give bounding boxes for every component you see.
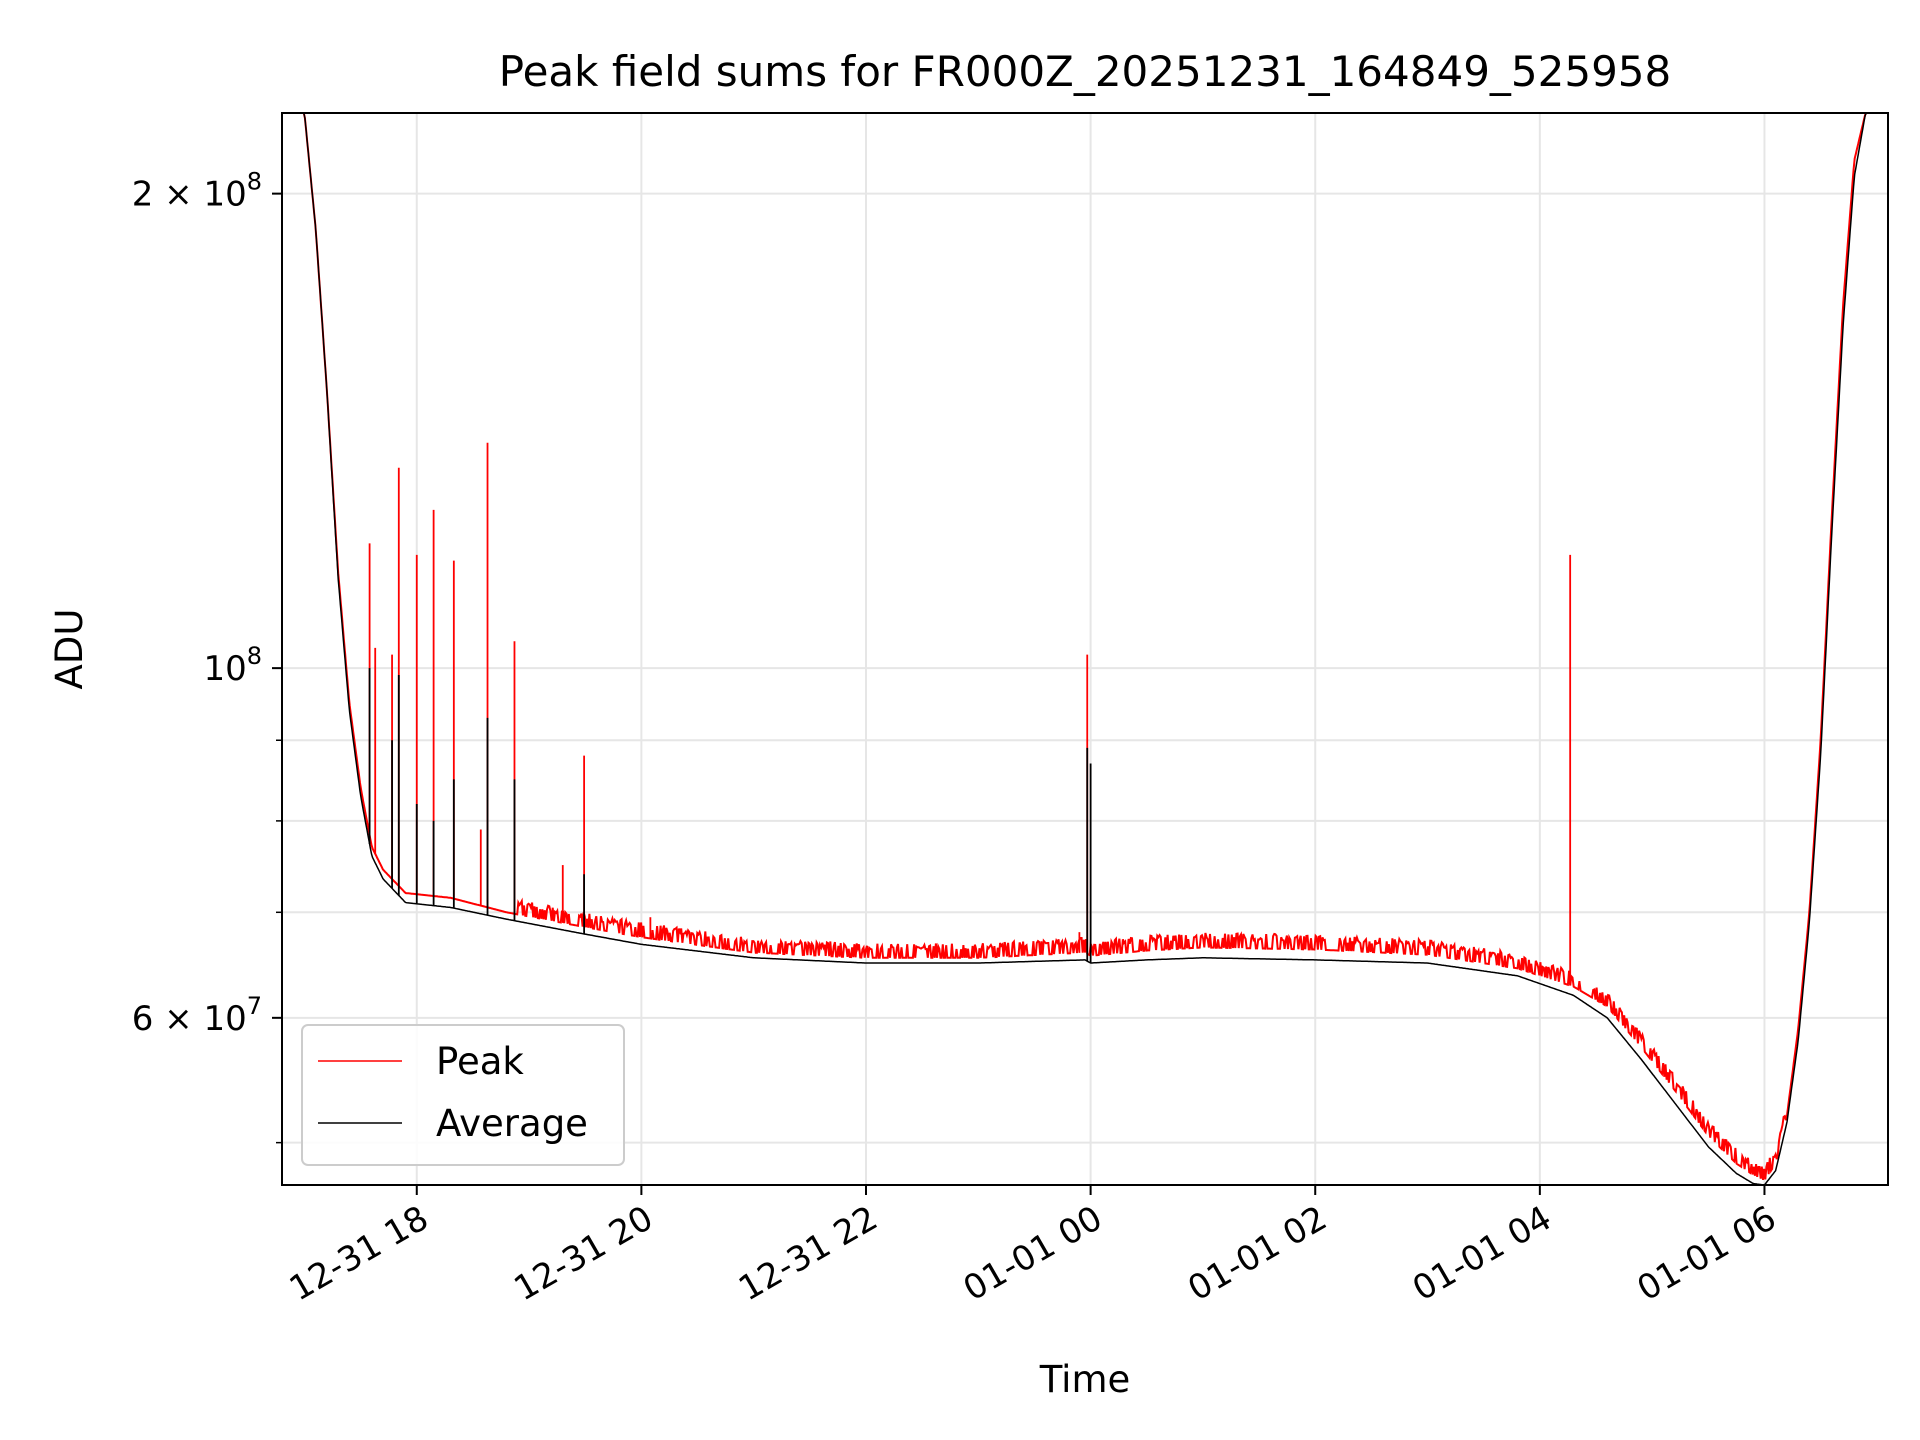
x-axis-title: Time [1039,1358,1131,1401]
plot-background [282,113,1888,1185]
series-layer [282,113,1888,1185]
plot-frame [281,112,1889,1186]
x-tick-label: 01-01 00 [957,1198,1109,1309]
series-line [282,113,1888,1185]
legend-average-label: Average [436,1102,588,1145]
series-average [282,113,1888,1185]
grid [282,113,1888,1185]
x-tick-label: 12-31 20 [507,1198,659,1309]
legend-frame [301,1024,625,1166]
y-tick-label: 2 × 108 [132,168,262,215]
x-tick-label: 01-01 06 [1631,1198,1783,1309]
y-axis-title: ADU [48,609,91,690]
legend-peak-label: Peak [436,1040,524,1083]
y-tick-label: 108 [203,642,262,689]
x-tick-label: 01-01 02 [1181,1198,1333,1309]
y-tick-label: 6 × 107 [132,992,262,1039]
legend: Peak Average [301,1024,625,1166]
chart-title: Peak field sums for FR000Z_20251231_1648… [499,47,1672,96]
series-line [282,113,1888,1180]
x-tick-label: 01-01 04 [1406,1198,1558,1309]
x-tick-label: 12-31 18 [283,1198,435,1309]
x-tick-label: 12-31 22 [732,1198,884,1309]
